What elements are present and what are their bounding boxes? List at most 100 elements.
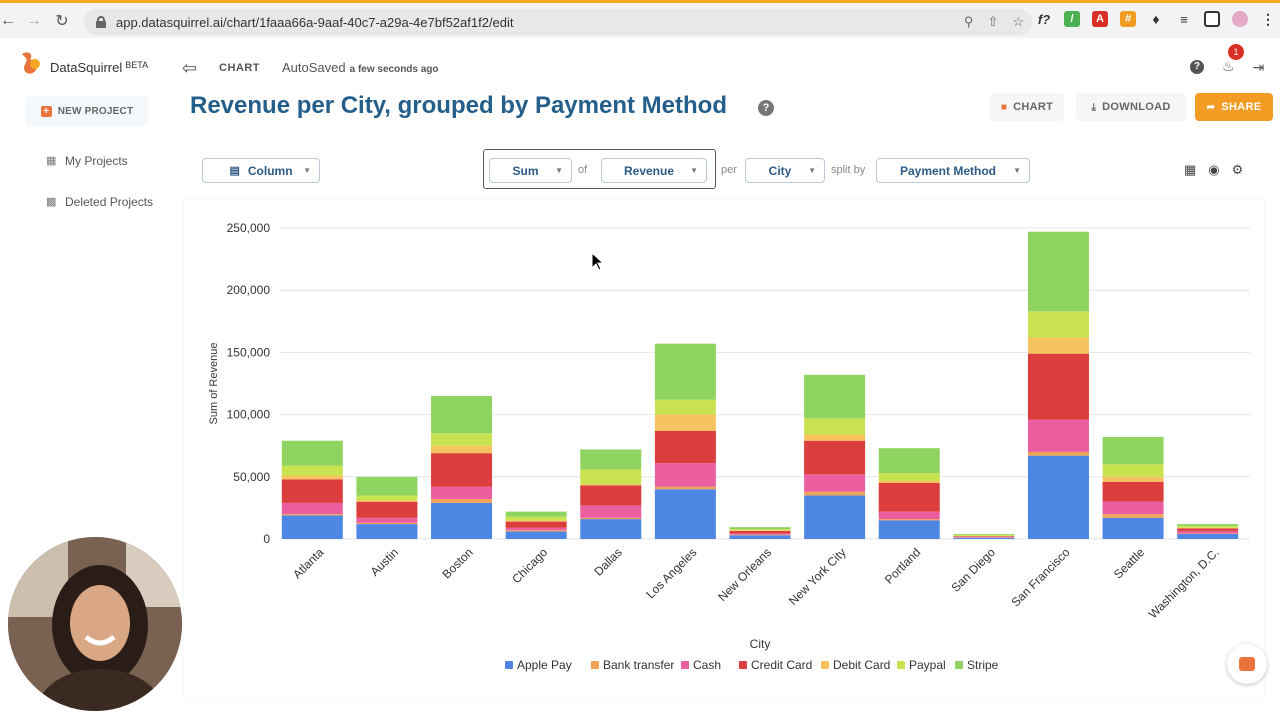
bar-segment [878,483,940,512]
mouse-cursor-icon [591,251,605,276]
bar-segment [1177,534,1239,539]
reload-icon[interactable]: ↻ [55,13,69,30]
bar-segment [580,505,642,518]
bar-segment [505,521,567,528]
legend-item: Apple Pay [517,658,572,672]
puzzle-extensions-icon[interactable]: ♦ [1152,11,1160,27]
split-value: Payment Method [899,163,996,178]
dimension-select[interactable]: City ▼ [745,158,825,183]
chevron-down-icon: ▼ [1013,166,1021,175]
sidebar-item-my-projects[interactable]: ▦ My Projects [46,154,128,168]
app-logo[interactable]: DataSquirrel BETA [18,50,148,76]
bar-segment [729,527,791,530]
bar-segment [431,502,493,539]
bookmark-star-icon[interactable]: ☆ [1012,14,1024,29]
legend-item: Credit Card [751,658,812,672]
trash-icon: ▩ [46,195,57,208]
header-icons: ? ♨ 1 ⇥ [1190,44,1265,76]
reading-list-icon[interactable]: ≡ [1180,11,1188,27]
bar-segment [1102,464,1164,477]
bar-segment [580,519,642,539]
share-button[interactable]: ➦ SHARE [1195,93,1273,121]
help-icon[interactable]: ? [1190,60,1204,74]
bar-segment [281,502,343,515]
browser-menu-icon[interactable]: ⋮ [1261,10,1275,27]
bar-segment [505,516,567,521]
side-panel-icon[interactable] [1204,11,1220,27]
bar-segment [804,374,866,419]
chart-button[interactable]: ■ CHART [990,93,1064,121]
webcam-overlay [6,535,184,713]
address-bar[interactable]: app.datasquirrel.ai/chart/1faaa66a-9aaf-… [84,9,1032,35]
legend-swatch [739,661,747,669]
support-chat-button[interactable] [1227,644,1267,684]
bar-segment [580,484,642,486]
x-axis-label: City [750,637,771,651]
comment-icon[interactable]: ◉ [1208,162,1220,177]
x-tick-label: San Francisco [1008,545,1072,609]
forward-arrow-icon[interactable]: → [26,12,42,29]
bar-segment [878,520,940,539]
bar-segment [953,534,1015,535]
title-help-icon[interactable]: ? [758,100,774,116]
back-arrow-icon[interactable]: ← [0,12,16,29]
metric-group [483,149,716,189]
new-project-label: NEW PROJECT [57,105,134,117]
y-tick-label: 200,000 [227,283,271,297]
bar-segment [505,530,567,532]
notifications[interactable]: ♨ 1 [1222,44,1244,76]
bar-segment [953,537,1015,539]
bar-segment [729,529,791,531]
back-to-project-icon[interactable]: ⇦ [182,58,198,78]
page-title[interactable]: Revenue per City, grouped by Payment Met… [190,92,727,119]
settings-gear-icon[interactable]: ⚙ [1231,162,1244,177]
bar-segment [729,530,791,531]
bar-segment [654,489,716,539]
chevron-down-icon: ▼ [690,166,698,175]
eyedropper-extension-icon[interactable]: / [1064,11,1080,27]
pdf-extension-icon[interactable]: A [1092,11,1108,27]
download-icon: ⤓ [1091,101,1097,113]
share-arrow-icon: ➦ [1206,101,1216,113]
bar-segment [1027,311,1089,338]
share-page-icon[interactable]: ⇧ [987,14,999,29]
bar-segment [804,440,866,475]
zoom-icon[interactable]: ⚲ [963,14,974,29]
y-tick-label: 250,000 [227,221,271,235]
x-tick-label: Chicago [509,545,550,586]
chart-type-value: Column [247,163,293,178]
legend-swatch [897,661,905,669]
bar-segment [431,445,493,454]
field-select[interactable]: Revenue ▼ [601,158,707,183]
orange-extension-icon[interactable]: # [1120,11,1136,27]
formula-extension-icon[interactable]: f? [1037,11,1051,27]
bar-segment [1102,514,1164,518]
legend-swatch [505,661,513,669]
logout-icon[interactable]: ⇥ [1252,58,1265,75]
bar-segment [356,476,418,496]
bar-segment [1027,455,1089,539]
new-project-button[interactable]: + NEW PROJECT [26,96,148,126]
notification-badge: 1 [1228,44,1244,60]
bar-segment [1177,527,1239,529]
split-select[interactable]: Payment Method ▼ [876,158,1030,183]
profile-avatar-icon[interactable] [1232,11,1248,27]
dimension-value: City [768,163,792,178]
bar-segment [1177,530,1239,534]
bar-segment [580,449,642,470]
y-axis-label: Sum of Revenue [208,343,220,425]
plus-icon: + [40,105,52,117]
y-tick-label: 50,000 [233,470,270,484]
bar-segment [1027,231,1089,312]
sidebar-item-deleted-projects[interactable]: ▩ Deleted Projects [46,195,153,209]
field-value: Revenue [623,163,675,178]
bar-segment [654,399,716,415]
data-table-icon[interactable]: ▦ [1184,162,1197,177]
download-button[interactable]: ⤓ DOWNLOAD [1076,93,1186,121]
chart-type-select[interactable]: ▤ Column ▼ [202,158,320,183]
aggregation-select[interactable]: Sum ▼ [489,158,572,183]
bar-segment [729,534,791,536]
bar-segment [281,479,343,503]
x-tick-label: New York City [786,545,849,608]
column-chart-icon: ▤ [229,165,240,177]
